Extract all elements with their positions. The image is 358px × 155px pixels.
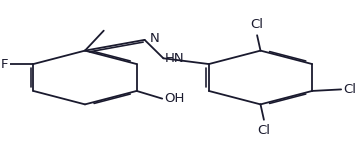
Text: Cl: Cl	[343, 83, 356, 96]
Text: OH: OH	[164, 92, 184, 105]
Text: N: N	[149, 32, 159, 45]
Text: F: F	[0, 58, 8, 71]
Text: Cl: Cl	[251, 18, 263, 31]
Text: Cl: Cl	[257, 124, 270, 137]
Text: HN: HN	[165, 52, 185, 65]
